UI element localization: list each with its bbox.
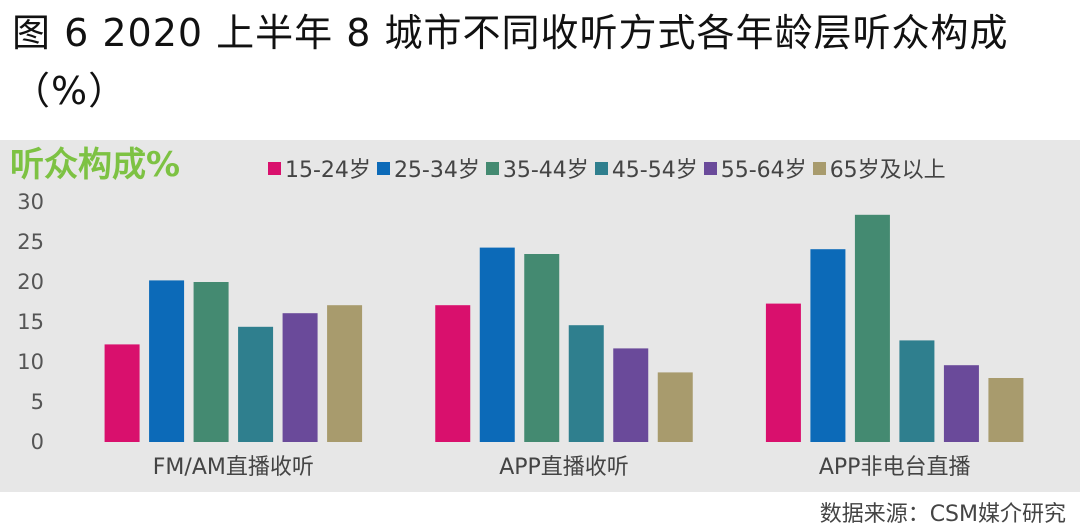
y-tick-label: 15	[17, 310, 44, 334]
bar	[613, 348, 649, 442]
legend-swatch-15-24	[268, 161, 281, 175]
bar	[282, 313, 318, 442]
y-tick-label: 10	[17, 350, 44, 374]
bar	[435, 305, 471, 442]
bar	[193, 282, 229, 442]
bar	[765, 303, 801, 442]
legend: 15-24岁 25-34岁 35-44岁 45-54岁 55-64岁 65岁及以…	[268, 152, 952, 184]
bar	[988, 378, 1024, 442]
legend-swatch-55-64	[703, 161, 717, 175]
bar	[899, 340, 935, 442]
legend-label: 15-24岁	[285, 158, 371, 183]
legend-label: 55-64岁	[720, 158, 807, 183]
bar	[149, 280, 185, 442]
x-category-label: APP直播收听	[499, 455, 629, 480]
legend-swatch-45-54	[594, 161, 608, 175]
legend-label: 65岁及以上	[829, 158, 946, 183]
bar	[238, 326, 274, 442]
bar	[810, 249, 846, 442]
chart-title: 图 6 2020 上半年 8 城市不同收听方式各年龄层听众构成（%）	[12, 11, 1009, 113]
bar	[943, 365, 979, 442]
legend-swatch-35-44	[485, 161, 499, 175]
legend-swatch-65-plus	[812, 161, 826, 175]
legend-label: 45-54岁	[611, 158, 698, 183]
bar	[854, 214, 890, 442]
x-category-label: FM/AM直播收听	[153, 455, 314, 480]
legend-label: 35-44岁	[502, 158, 589, 183]
bar	[568, 325, 604, 442]
legend-item: 25-34岁	[376, 152, 480, 184]
y-tick-label: 20	[17, 270, 44, 294]
bar	[657, 372, 693, 442]
y-tick-label: 5	[31, 390, 44, 414]
bar	[104, 344, 140, 442]
legend-item: 55-64岁	[703, 152, 807, 184]
y-tick-label: 0	[31, 430, 44, 454]
legend-item: 35-44岁	[485, 152, 589, 184]
y-tick-label: 25	[17, 230, 44, 254]
legend-item: 45-54岁	[594, 152, 698, 184]
legend-item: 15-24岁	[268, 152, 371, 184]
y-axis-title: 听众构成%	[10, 145, 181, 185]
bar	[327, 305, 363, 442]
legend-label: 25-34岁	[393, 158, 480, 183]
legend-swatch-25-34	[376, 161, 390, 175]
source-note: 数据来源：CSM媒介研究	[819, 502, 1066, 527]
y-tick-label: 30	[17, 190, 44, 214]
bar	[479, 247, 515, 442]
bar	[524, 254, 560, 442]
legend-item: 65岁及以上	[812, 152, 946, 184]
x-category-label: APP非电台直播	[819, 455, 971, 480]
